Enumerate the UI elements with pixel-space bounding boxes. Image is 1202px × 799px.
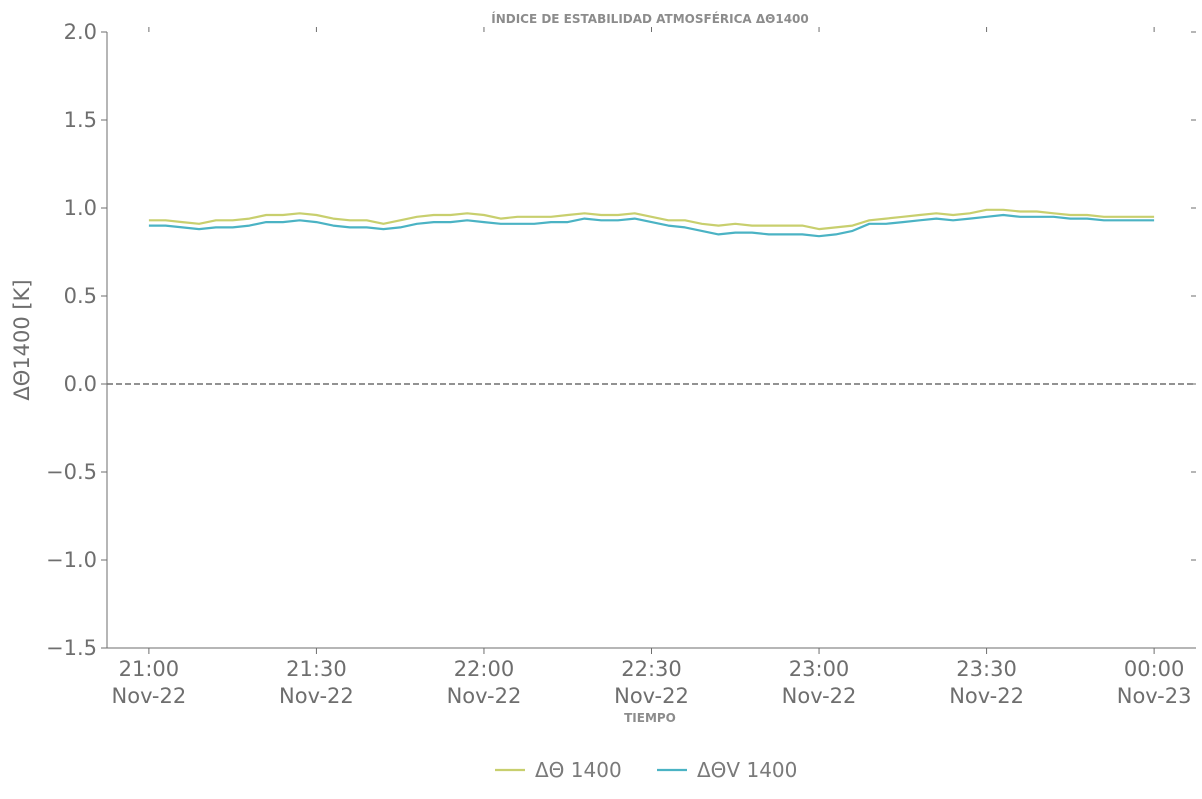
legend-label: ΔΘ 1400 [535, 758, 622, 782]
y-axis-label: ΔΘ1400 [K] [10, 279, 34, 400]
x-tick-label-time: 21:30 [286, 657, 347, 681]
x-tick-label-time: 22:00 [454, 657, 515, 681]
x-tick-label-date: Nov-22 [279, 684, 354, 708]
y-tick-label: 0.5 [64, 284, 97, 308]
series-group [148, 208, 1155, 238]
x-tick-label-time: 22:30 [621, 657, 682, 681]
x-tick-label-time: 21:00 [119, 657, 180, 681]
y-tick-label: 1.0 [64, 196, 97, 220]
y-tick-label: −0.5 [46, 460, 97, 484]
x-tick-label-date: Nov-22 [782, 684, 857, 708]
y-tick-label: −1.0 [46, 548, 97, 572]
x-tick-label-date: Nov-22 [112, 684, 187, 708]
x-tick-label-date: Nov-23 [1117, 684, 1192, 708]
legend-label: ΔΘV 1400 [697, 758, 797, 782]
x-tick-label-date: Nov-22 [949, 684, 1024, 708]
x-ticks: 21:00 Nov-22 21:30 Nov-22 22:00 Nov-22 22:30 No… [112, 27, 1192, 708]
y-tick-label: 2.0 [64, 20, 97, 44]
x-tick-label-date: Nov-22 [614, 684, 689, 708]
y-tick-label: 1.5 [64, 108, 97, 132]
x-axis-label: TIEMPO [624, 711, 676, 725]
y-tick-label: −1.5 [46, 636, 97, 660]
series-line-2 [148, 213, 1155, 238]
series-line-1 [148, 208, 1155, 231]
y-tick-label: 0.0 [64, 372, 97, 396]
x-tick-label-time: 00:00 [1124, 657, 1185, 681]
x-tick-label-time: 23:30 [956, 657, 1017, 681]
chart-title: ÍNDICE DE ESTABILIDAD ATMOSFÉRICA ΔΘ1400 [491, 11, 809, 26]
y-ticks: 2.0 1.5 1.0 0.5 0.0 −0.5 −1.0 −1.5 [46, 20, 1196, 660]
x-tick-label-date: Nov-22 [447, 684, 522, 708]
legend: ΔΘ 1400 ΔΘV 1400 [495, 758, 797, 782]
x-tick-label-time: 23:00 [789, 657, 850, 681]
